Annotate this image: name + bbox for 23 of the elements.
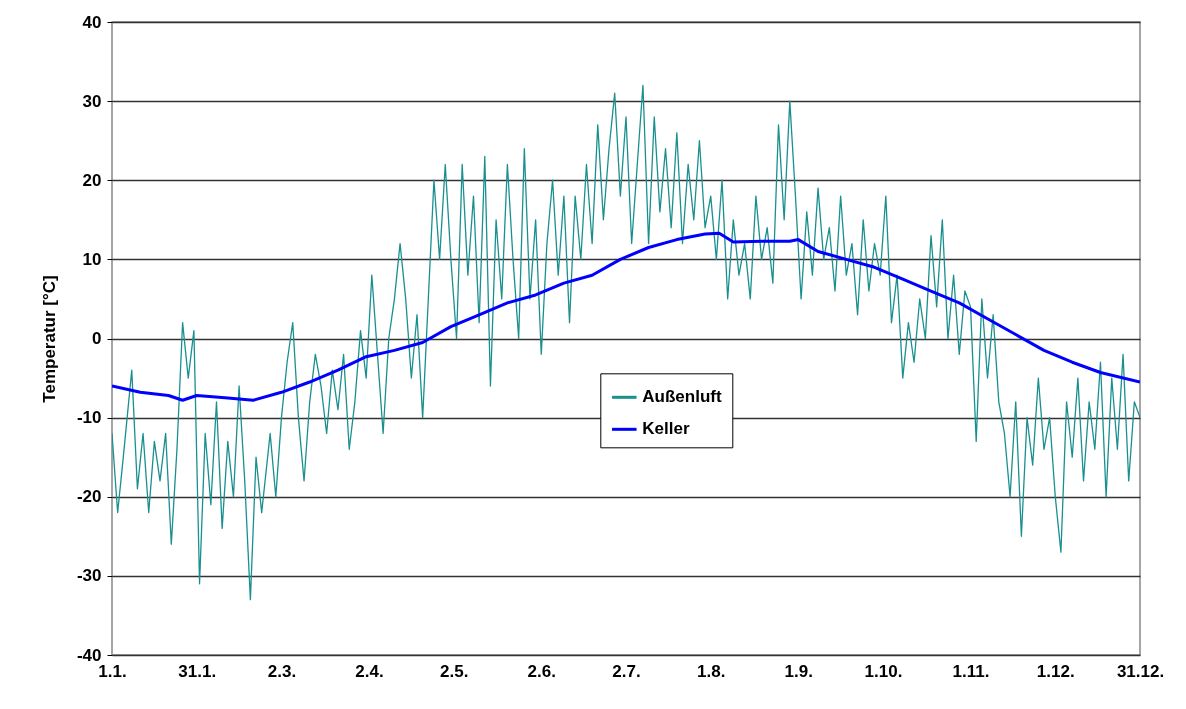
x-tick-label: 2.6. xyxy=(527,661,556,681)
x-tick-label: 1.9. xyxy=(784,661,813,681)
x-tick-label: 2.3. xyxy=(267,661,297,681)
x-tick-label: 1.12. xyxy=(1036,661,1075,681)
y-tick-label: -20 xyxy=(76,487,102,507)
y-tick-label: 10 xyxy=(82,249,102,269)
x-tick-label: 31.12. xyxy=(1116,661,1165,681)
legend-label: Außenluft xyxy=(642,387,722,407)
y-tick-label: 40 xyxy=(82,12,102,32)
legend-label: Keller xyxy=(642,419,690,439)
x-tick-label: 2.5. xyxy=(440,661,469,681)
x-tick-label: 2.7. xyxy=(612,661,641,681)
x-tick-label: 1.10. xyxy=(864,661,903,681)
y-tick-label: 20 xyxy=(82,170,102,190)
x-tick-label: 2.4. xyxy=(355,661,384,681)
y-tick-label: 0 xyxy=(92,329,102,348)
y-tick-label: 30 xyxy=(82,91,102,111)
y-axis-title: Temperatur [°C] xyxy=(39,275,59,403)
y-tick-label: -30 xyxy=(76,566,102,586)
y-tick-label: -10 xyxy=(76,408,102,428)
x-tick-label: 1.11. xyxy=(952,661,990,681)
x-tick-label: 1.8. xyxy=(697,661,726,681)
x-tick-label: 31.1. xyxy=(178,661,217,681)
